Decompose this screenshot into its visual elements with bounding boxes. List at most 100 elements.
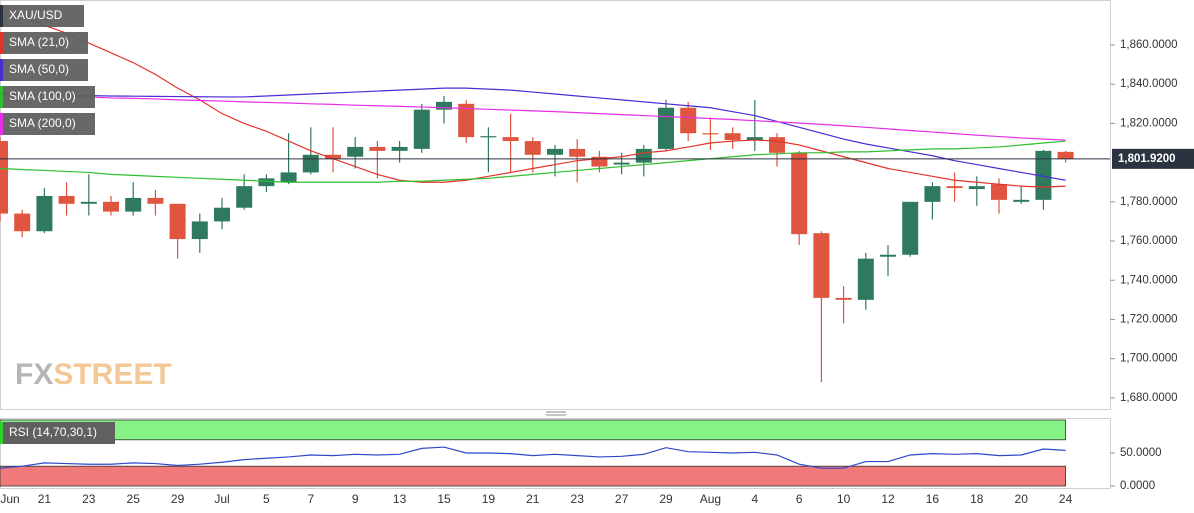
x-tick-label: 29	[171, 492, 185, 506]
x-tick-label: 19	[482, 492, 496, 506]
sma-line	[0, 5, 1066, 188]
legend-label: SMA (200,0)	[9, 116, 76, 130]
watermark-fx: FX	[15, 358, 53, 391]
candle-body	[857, 258, 874, 300]
legend-box[interactable]	[0, 5, 84, 27]
candle-body	[258, 178, 275, 187]
overlay: 1,860.0000 1,840.0000 1,820.0000 1,780.0000…	[0, 5, 1194, 506]
y-tick-label: 1,840.0000	[1120, 78, 1178, 90]
x-tick-label: 5	[263, 492, 270, 506]
candle-body	[0, 141, 8, 214]
candle-body	[569, 148, 586, 157]
candle-body	[924, 186, 941, 202]
legend-box[interactable]	[0, 422, 115, 444]
y-tick-label: 1,780.0000	[1120, 196, 1178, 208]
candle-body	[502, 137, 519, 142]
candle-body	[680, 107, 697, 134]
legend-label: SMA (50,0)	[9, 62, 69, 76]
candle-body	[791, 152, 808, 235]
main-plot	[0, 5, 1110, 383]
x-tick-label: 21	[526, 492, 540, 506]
x-tick-label: Jun	[0, 492, 19, 506]
candle-body	[214, 207, 230, 222]
candle-body	[769, 137, 785, 153]
candle-body	[458, 103, 475, 138]
legend-box[interactable]	[0, 113, 95, 135]
legend-swatch	[0, 422, 3, 444]
x-tick-label: 4	[751, 492, 758, 506]
candle-body	[325, 154, 341, 159]
x-tick-label: 16	[926, 492, 940, 506]
legend-box[interactable]	[0, 59, 88, 81]
candle-body	[236, 186, 253, 208]
pane-splitter[interactable]	[546, 411, 566, 416]
overbought-band	[0, 419, 1066, 441]
y-tick-label: 1,680.0000	[1120, 392, 1178, 404]
candle-body	[58, 195, 75, 204]
legend-label: XAU/USD	[9, 8, 63, 22]
x-tick-label: 6	[796, 492, 803, 506]
candle-body	[991, 184, 1007, 200]
candle-body	[702, 133, 719, 135]
candle-body	[591, 156, 608, 167]
candle-body	[1057, 151, 1074, 159]
candle-body	[480, 136, 497, 138]
candle-body	[635, 148, 652, 163]
candle-body	[658, 107, 674, 149]
y-tick-label: 1,720.0000	[1120, 313, 1178, 325]
x-tick-label: 25	[127, 492, 141, 506]
candle-body	[524, 141, 541, 155]
candle-body	[902, 201, 919, 255]
candle-body	[147, 197, 164, 204]
candle-body	[436, 101, 452, 110]
y-tick-label: 0.0000	[1120, 480, 1155, 492]
candle-body	[36, 195, 53, 232]
x-tick-label: 18	[970, 492, 984, 506]
watermark: FXSTREET	[15, 358, 172, 391]
candle-body	[946, 186, 963, 189]
x-tick-label: 29	[659, 492, 673, 506]
rsi-plot	[0, 419, 1066, 487]
legend-box[interactable]	[0, 86, 95, 108]
y-tick-label: 1,700.0000	[1120, 353, 1178, 365]
x-tick-label: 20	[1015, 492, 1029, 506]
rsi-line	[0, 446, 1066, 469]
legend-label: SMA (21,0)	[9, 35, 69, 49]
sma-line	[0, 140, 1066, 183]
candle-body	[14, 213, 31, 232]
legend-swatch	[0, 113, 3, 135]
legend-label: SMA (100,0)	[9, 89, 76, 103]
x-tick-label: 21	[38, 492, 52, 506]
candle-body	[347, 146, 364, 157]
legend-box[interactable]	[0, 32, 88, 54]
legend-label: RSI (14,70,30,1)	[9, 425, 97, 439]
x-tick-label: 13	[393, 492, 407, 506]
y-tick-label: 50.0000	[1120, 447, 1162, 459]
candle-body	[813, 233, 830, 298]
candle-body	[302, 154, 319, 173]
candle-body	[880, 254, 896, 257]
x-tick-label: 23	[82, 492, 96, 506]
candle-body	[613, 162, 630, 165]
y-tick-label: 1,820.0000	[1120, 117, 1178, 129]
candle-body	[413, 109, 430, 149]
y-tick-label: 1,740.0000	[1120, 274, 1178, 286]
y-tick-label: 1,760.0000	[1120, 235, 1178, 247]
candle-body	[1035, 150, 1052, 200]
candle-body	[391, 146, 408, 151]
candle-body	[369, 146, 386, 151]
last-price-label: 1,801.9200	[1118, 153, 1176, 165]
candle-body	[746, 137, 763, 141]
x-tick-label: 7	[307, 492, 314, 506]
x-tick-label: Aug	[700, 492, 721, 506]
watermark-street: STREET	[53, 358, 171, 391]
oversold-band	[0, 465, 1066, 487]
candle-body	[724, 133, 741, 141]
x-tick-label: Jul	[214, 492, 229, 506]
candle-body	[80, 201, 97, 204]
x-tick-label: 23	[571, 492, 585, 506]
sma-line	[0, 92, 1066, 141]
last-price-box	[1112, 148, 1194, 169]
candle-body	[280, 172, 297, 183]
